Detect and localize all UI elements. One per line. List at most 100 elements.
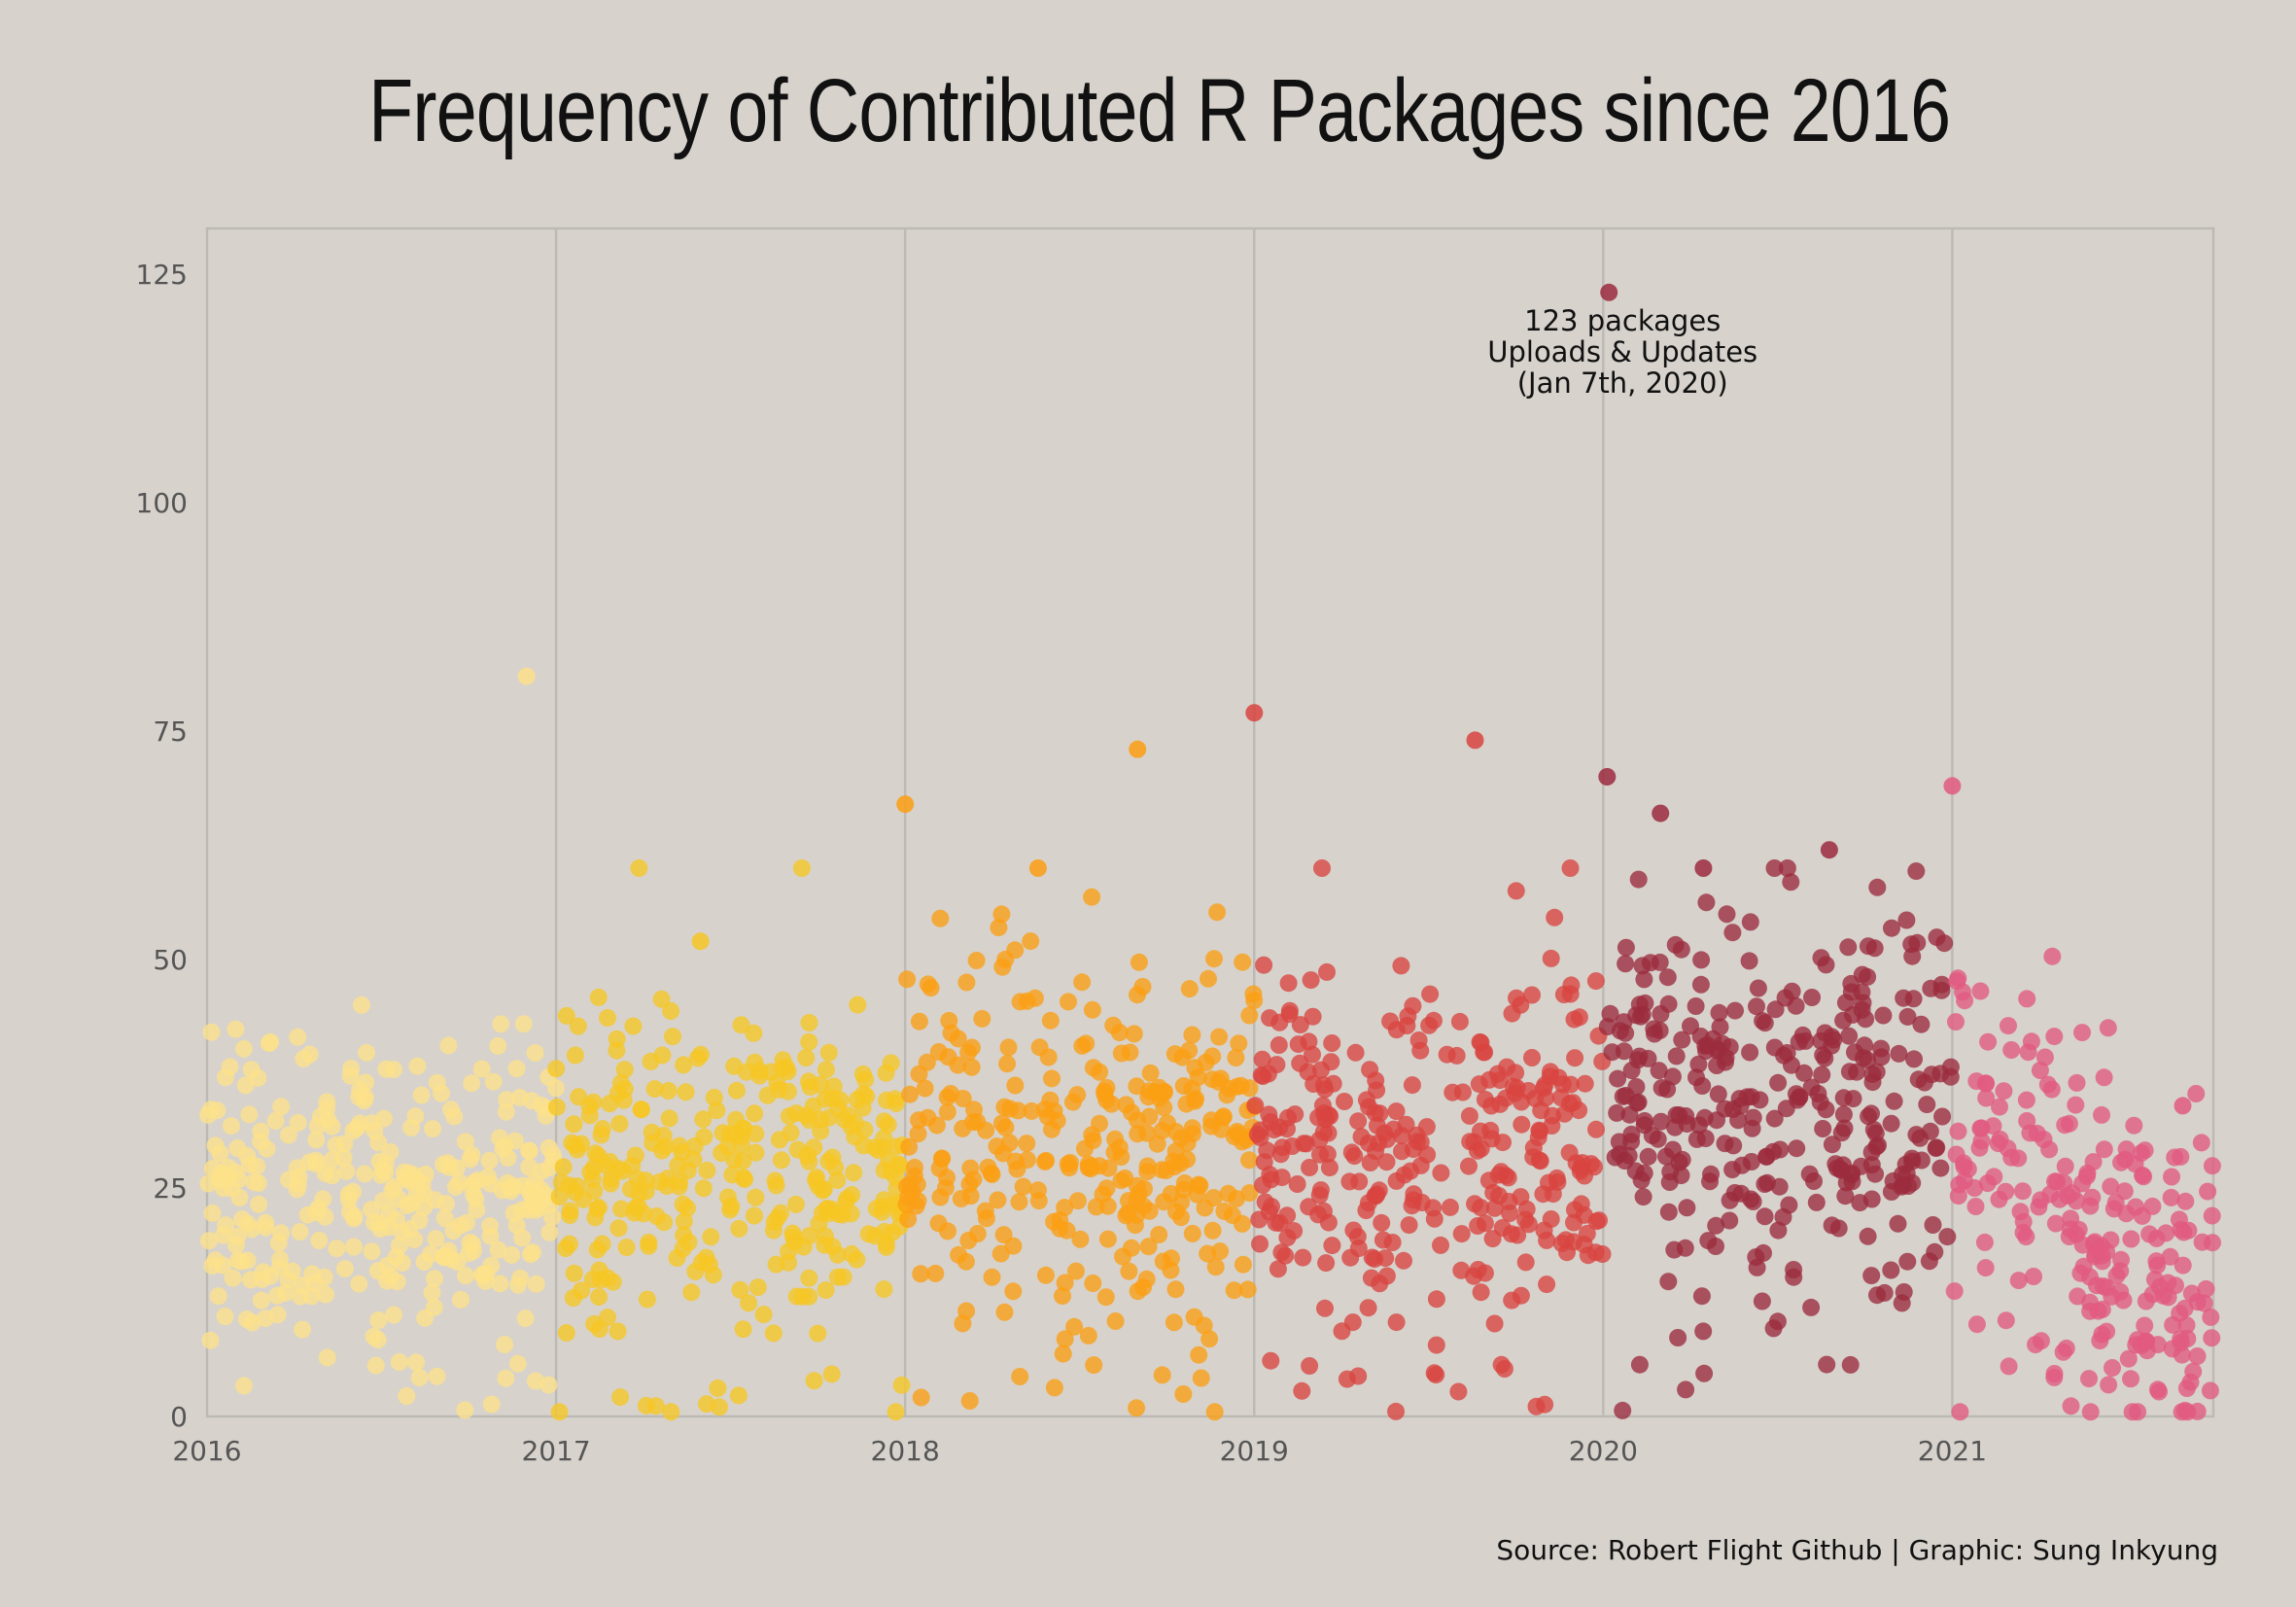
data-point xyxy=(1254,1176,1271,1194)
data-point xyxy=(698,1395,715,1414)
data-point xyxy=(573,1135,590,1153)
data-point xyxy=(1512,996,1530,1014)
data-point xyxy=(358,1043,376,1062)
data-point xyxy=(824,1077,843,1096)
data-point xyxy=(853,1065,872,1083)
data-point xyxy=(1875,1283,1894,1302)
data-point xyxy=(1971,982,1990,1000)
data-point xyxy=(1490,1187,1508,1205)
data-point xyxy=(547,1060,566,1078)
data-point xyxy=(1536,1076,1554,1095)
data-point xyxy=(214,1256,232,1275)
data-point xyxy=(1085,1356,1103,1375)
data-point xyxy=(1670,1106,1688,1124)
data-point xyxy=(653,1046,672,1065)
data-point xyxy=(1183,1026,1201,1044)
data-point xyxy=(1349,1112,1368,1131)
data-point xyxy=(786,1195,805,1213)
data-point xyxy=(694,1179,713,1198)
data-point xyxy=(1945,1282,1964,1301)
data-point xyxy=(954,1090,972,1107)
data-point xyxy=(433,1084,450,1102)
data-point xyxy=(662,1403,680,1421)
data-point xyxy=(1441,1198,1459,1216)
data-point xyxy=(1195,1316,1213,1335)
data-point xyxy=(1208,903,1227,922)
data-point xyxy=(428,1367,446,1385)
data-point xyxy=(1250,1210,1269,1229)
data-point xyxy=(2201,1381,2219,1400)
data-point xyxy=(2203,1157,2221,1175)
data-point xyxy=(1367,1187,1385,1205)
data-point xyxy=(990,919,1008,937)
data-point xyxy=(586,1144,605,1163)
data-point xyxy=(254,1263,272,1281)
data-point xyxy=(1632,1171,1651,1190)
data-point xyxy=(1620,1105,1639,1124)
data-point xyxy=(682,1283,701,1302)
data-point xyxy=(898,1177,916,1196)
data-point xyxy=(1130,953,1148,971)
data-point xyxy=(1741,1043,1759,1062)
data-point xyxy=(426,1270,443,1288)
data-point xyxy=(1834,1105,1853,1124)
data-point xyxy=(647,1207,666,1225)
data-point xyxy=(1608,1103,1626,1122)
data-point xyxy=(1868,878,1887,896)
data-point xyxy=(480,1151,499,1170)
data-point xyxy=(1516,1253,1535,1272)
data-point xyxy=(1832,1124,1851,1142)
annotation-line: 123 packages xyxy=(1524,304,1721,337)
data-point xyxy=(734,1320,752,1339)
data-point xyxy=(1814,1120,1832,1137)
data-point xyxy=(1527,1397,1546,1415)
data-point xyxy=(242,1061,261,1079)
data-point xyxy=(1228,1123,1246,1140)
data-point xyxy=(447,1159,466,1177)
data-point xyxy=(1923,1066,1941,1084)
data-point xyxy=(1839,938,1858,957)
data-point xyxy=(1659,1273,1678,1291)
data-point xyxy=(566,1046,584,1065)
data-point xyxy=(1157,1162,1175,1180)
data-point xyxy=(1374,1231,1392,1249)
data-point xyxy=(1949,1122,1967,1140)
data-point xyxy=(1907,862,1926,881)
data-point xyxy=(588,1240,607,1259)
data-point xyxy=(1633,957,1652,975)
data-point xyxy=(1304,1045,1321,1064)
y-tick-label: 0 xyxy=(170,1401,188,1433)
data-point xyxy=(630,859,648,877)
data-point xyxy=(2018,1112,2036,1130)
data-point xyxy=(2019,1043,2037,1062)
data-point-notable xyxy=(1652,804,1670,822)
data-point xyxy=(237,1310,256,1328)
data-point xyxy=(1352,1128,1371,1146)
data-point xyxy=(1523,986,1541,1004)
data-point xyxy=(918,1053,936,1071)
data-point-notable xyxy=(517,667,536,685)
data-point xyxy=(1742,1153,1760,1170)
data-point xyxy=(356,1088,374,1106)
data-point xyxy=(857,1087,876,1105)
data-point xyxy=(709,1379,727,1397)
data-point xyxy=(224,1269,242,1287)
data-point xyxy=(1104,1016,1123,1034)
data-point xyxy=(427,1230,445,1248)
data-point xyxy=(2002,1041,2021,1059)
data-point xyxy=(1678,1199,1696,1217)
data-point xyxy=(664,1028,681,1046)
data-point xyxy=(1183,1224,1201,1242)
data-point xyxy=(2045,1365,2064,1382)
data-point xyxy=(377,1060,396,1078)
data-point xyxy=(317,1285,335,1304)
data-point xyxy=(369,1213,388,1232)
data-point xyxy=(2164,1315,2182,1334)
data-point xyxy=(2043,947,2062,965)
data-point xyxy=(1301,1159,1319,1176)
data-point xyxy=(1764,1319,1783,1338)
data-point xyxy=(865,1138,884,1157)
data-point xyxy=(2035,1048,2054,1066)
data-point xyxy=(1291,1016,1309,1034)
data-point xyxy=(1567,1154,1585,1172)
